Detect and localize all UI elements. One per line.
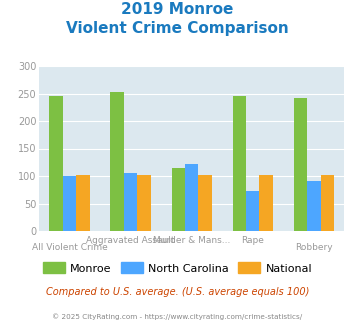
Legend: Monroe, North Carolina, National: Monroe, North Carolina, National (38, 258, 317, 278)
Bar (307, 181, 321, 231)
Bar (321, 175, 334, 231)
Text: 2019 Monroe: 2019 Monroe (121, 2, 234, 16)
Bar (49, 96, 63, 231)
Text: Robbery: Robbery (295, 243, 333, 251)
Bar (171, 168, 185, 231)
Text: Compared to U.S. average. (U.S. average equals 100): Compared to U.S. average. (U.S. average … (46, 287, 309, 297)
Bar (110, 92, 124, 231)
Bar (137, 176, 151, 231)
Bar (233, 96, 246, 231)
Text: Rape: Rape (241, 236, 264, 245)
Bar (246, 191, 260, 231)
Text: Murder & Mans...: Murder & Mans... (153, 236, 230, 245)
Text: Aggravated Assault: Aggravated Assault (86, 236, 175, 245)
Text: Violent Crime Comparison: Violent Crime Comparison (66, 21, 289, 36)
Bar (185, 164, 198, 231)
Text: © 2025 CityRating.com - https://www.cityrating.com/crime-statistics/: © 2025 CityRating.com - https://www.city… (53, 314, 302, 320)
Bar (294, 98, 307, 231)
Bar (124, 173, 137, 231)
Bar (260, 175, 273, 231)
Bar (63, 176, 76, 231)
Bar (76, 175, 90, 231)
Text: All Violent Crime: All Violent Crime (32, 243, 108, 251)
Bar (198, 176, 212, 231)
